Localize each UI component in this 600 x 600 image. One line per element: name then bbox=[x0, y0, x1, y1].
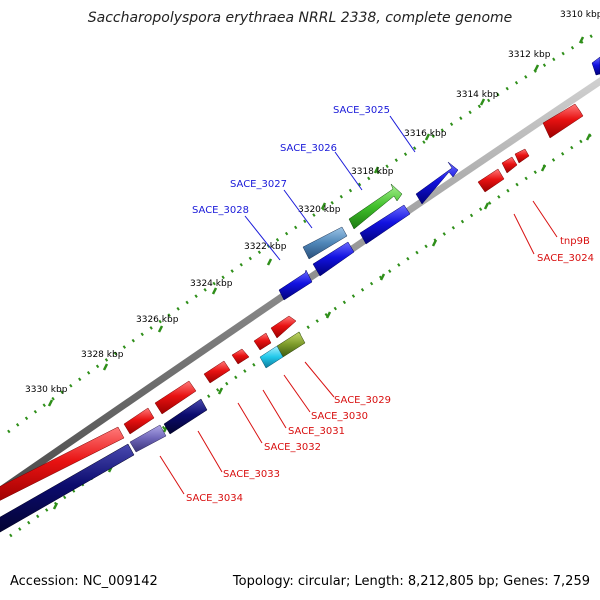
leader-line bbox=[389, 115, 416, 153]
leader-line bbox=[159, 455, 185, 495]
gene-label-sace-3025: SACE_3025 bbox=[333, 105, 390, 116]
gene-arrow bbox=[542, 103, 584, 139]
gene-arrow bbox=[501, 156, 518, 174]
reverse-strand-genes bbox=[0, 103, 584, 533]
tick-label: 3314 kbp bbox=[456, 90, 499, 100]
leader-line bbox=[513, 213, 535, 255]
tick-label: 3322 kbp bbox=[244, 242, 287, 252]
tick-label: 3330 kbp bbox=[25, 385, 68, 395]
leader-line bbox=[244, 215, 281, 261]
leader-line bbox=[237, 402, 263, 444]
gene-arrow bbox=[253, 332, 272, 351]
gene-arrow-sace-3034 bbox=[129, 424, 167, 453]
gene-arrow-sace-3027 bbox=[302, 226, 348, 260]
gene-arrow bbox=[359, 204, 411, 245]
gene-arrow bbox=[203, 360, 231, 384]
tick-label: 3324 kbp bbox=[190, 279, 233, 289]
gene-label-sace-3024: SACE_3024 bbox=[537, 253, 594, 264]
gene-arrow bbox=[0, 443, 135, 533]
gene-arrow-sace-3028 bbox=[278, 269, 313, 301]
leader-line bbox=[304, 361, 335, 398]
gene-arrow-sace-3025 bbox=[415, 161, 459, 205]
gene-arrow bbox=[270, 315, 297, 339]
accession-text: Accession: NC_009142 bbox=[10, 574, 158, 589]
tick-labels: 3310 kbp 3312 kbp 3314 kbp 3316 kbp 3318… bbox=[25, 10, 600, 395]
gene-arrow bbox=[123, 407, 155, 435]
gene-arrow-sace-3026 bbox=[348, 183, 403, 230]
gene-label-sace-3028: SACE_3028 bbox=[192, 205, 249, 216]
gene-label-sace-3031: SACE_3031 bbox=[288, 426, 345, 437]
gene-label-sace-3026: SACE_3026 bbox=[280, 143, 337, 154]
gene-arrow-tnp9b bbox=[477, 168, 505, 193]
gene-arrow bbox=[591, 56, 600, 76]
gene-arrow bbox=[154, 380, 197, 415]
gene-label-sace-3033: SACE_3033 bbox=[223, 469, 280, 480]
gene-arrow bbox=[231, 348, 250, 365]
gene-label-sace-3029: SACE_3029 bbox=[334, 395, 391, 406]
tick-label: 3320 kbp bbox=[298, 205, 341, 215]
map-title: Saccharopolyspora erythraea NRRL 2338, c… bbox=[87, 10, 513, 26]
gene-label-sace-3034: SACE_3034 bbox=[186, 493, 243, 504]
gene-arrow bbox=[514, 148, 530, 164]
gene-arrow-sace-3033 bbox=[163, 398, 208, 435]
gene-label-sace-3032: SACE_3032 bbox=[264, 442, 321, 453]
label-leader-lines bbox=[159, 115, 558, 495]
tick-label: 3316 kbp bbox=[404, 129, 447, 139]
tick-label: 3312 kbp bbox=[508, 50, 551, 60]
gene-label-tnp9b: tnp9B bbox=[560, 236, 590, 247]
gene-arrow bbox=[0, 426, 125, 501]
gene-label-sace-3030: SACE_3030 bbox=[311, 411, 368, 422]
leader-line bbox=[334, 151, 363, 191]
genome-summary-text: Topology: circular; Length: 8,212,805 bp… bbox=[232, 574, 590, 589]
tick-label: 3326 kbp bbox=[136, 315, 179, 325]
tick-label: 3328 kbp bbox=[81, 350, 124, 360]
leader-line bbox=[283, 374, 311, 413]
leader-line bbox=[532, 200, 558, 238]
leader-line bbox=[197, 430, 223, 473]
outer-major-ticks bbox=[47, 36, 585, 407]
forward-strand-genes bbox=[0, 56, 600, 501]
tick-label: 3318 kbp bbox=[351, 167, 394, 177]
outer-tick-track bbox=[7, 30, 599, 434]
gene-label-sace-3027: SACE_3027 bbox=[230, 179, 287, 190]
gene-arrow-sace-3030 bbox=[259, 345, 284, 369]
inner-major-ticks bbox=[52, 133, 592, 510]
leader-line bbox=[262, 389, 287, 429]
tick-label: 3310 kbp bbox=[560, 10, 600, 20]
leader-line bbox=[283, 189, 313, 229]
gene-arrow bbox=[312, 241, 355, 277]
gene-labels: SACE_3025 SACE_3026 SACE_3027 SACE_3028 … bbox=[186, 105, 594, 504]
